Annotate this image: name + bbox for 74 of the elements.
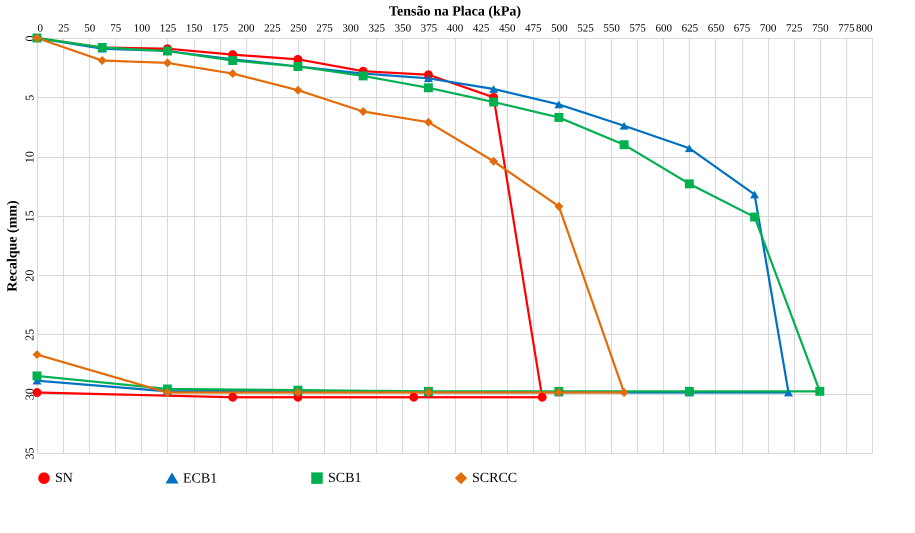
x-tick-label: 300	[342, 22, 360, 34]
point	[162, 58, 172, 68]
x-tick-label: 375	[420, 22, 438, 34]
point	[98, 56, 107, 65]
point	[538, 392, 547, 402]
x-tick-label: 75	[110, 22, 122, 34]
x-tick-label: 575	[629, 22, 646, 34]
x-tick-label: 200	[238, 22, 255, 34]
point	[424, 74, 433, 82]
x-tick-label: 275	[316, 22, 334, 34]
y-tick-label: 25	[22, 328, 36, 341]
y-tick-label: 35	[22, 448, 36, 460]
x-tick-label: 500	[551, 22, 568, 34]
legend-label: SCB1	[328, 471, 362, 486]
point	[620, 140, 629, 150]
x-tick-label: 25	[58, 22, 70, 34]
x-tick-label: 100	[134, 22, 151, 34]
point	[684, 144, 694, 152]
x-tick-label: 325	[368, 22, 386, 34]
x-tick-label: 750	[812, 22, 830, 34]
point	[32, 350, 42, 360]
x-tick-label: 625	[682, 22, 699, 34]
legend-label: ECB1	[183, 471, 218, 486]
point	[620, 122, 629, 130]
x-tick-label: 400	[446, 22, 464, 34]
x-tick-label: 250	[290, 22, 308, 34]
point	[489, 156, 498, 166]
x-tick-label: 425	[472, 22, 490, 34]
point	[409, 392, 418, 402]
x-tick-label: 725	[786, 22, 803, 34]
point	[620, 388, 629, 397]
x-tick-label: 50	[84, 22, 96, 34]
point	[554, 100, 564, 108]
x-tick-label: 175	[212, 22, 229, 34]
x-tick-label: 600	[656, 22, 672, 34]
y-axis-title: Recalque (mm)	[6, 200, 20, 292]
point	[554, 202, 564, 211]
point	[358, 107, 368, 116]
x-tick-label: 775	[838, 22, 856, 34]
point	[228, 69, 238, 78]
legend-label: SN	[55, 471, 73, 486]
y-tick-label: 5	[22, 94, 36, 101]
point	[489, 85, 498, 93]
point	[784, 388, 793, 396]
x-tick-label: 150	[186, 22, 203, 34]
point	[554, 112, 564, 122]
x-tick-label: 650	[708, 22, 725, 34]
point	[750, 190, 760, 198]
legend-label: SCRCC	[472, 471, 518, 486]
point	[750, 212, 760, 222]
point	[684, 179, 694, 188]
x-tick-label: 550	[603, 22, 620, 34]
point	[293, 86, 302, 95]
x-tick-label: 525	[577, 22, 594, 34]
y-tick-label: 30	[22, 388, 36, 400]
point	[358, 71, 368, 80]
x-tick-label: 125	[160, 22, 177, 34]
x-tick-label: 675	[734, 22, 751, 34]
x-tick-label: 225	[264, 22, 282, 34]
x-tick-label: 450	[498, 22, 516, 34]
x-tick-label: 700	[760, 22, 777, 34]
point	[228, 392, 238, 402]
x-axis-title: Tensão na Placa (kPa)	[388, 4, 522, 20]
x-tick-label: 475	[525, 22, 542, 34]
y-tick-label: 10	[22, 151, 36, 164]
point	[815, 386, 824, 396]
point	[489, 98, 498, 106]
x-tick-label: 800	[856, 22, 873, 34]
point	[424, 118, 433, 127]
point	[424, 83, 433, 92]
point	[32, 371, 42, 380]
y-tick-label: 15	[22, 210, 36, 222]
x-tick-label: 350	[394, 22, 412, 34]
y-tick-label: 20	[22, 270, 36, 282]
